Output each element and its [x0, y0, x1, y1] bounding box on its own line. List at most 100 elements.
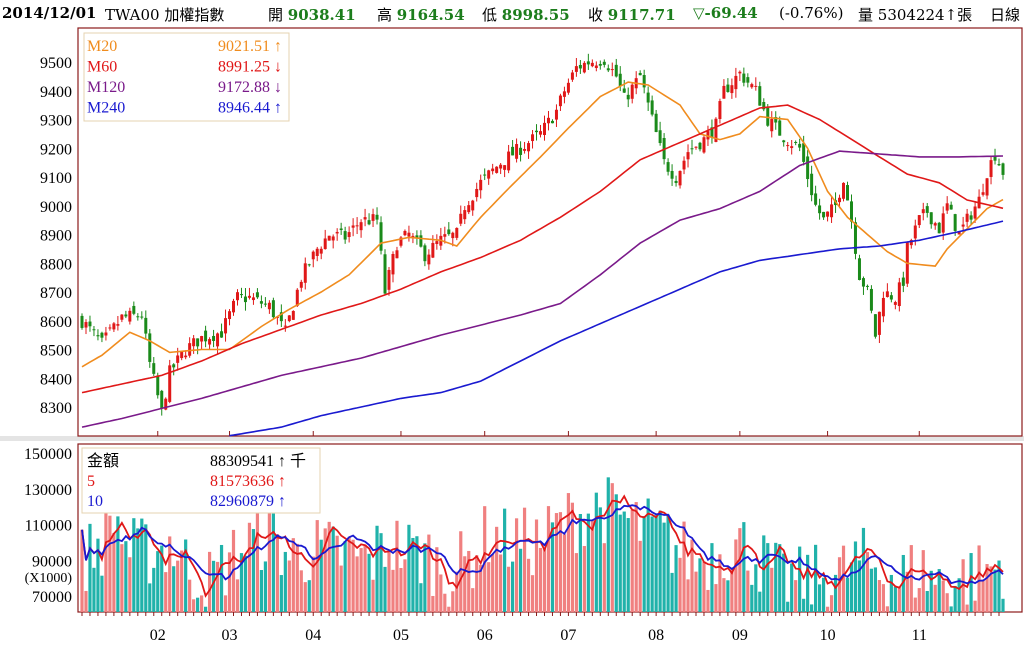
candle — [148, 329, 152, 368]
candle — [822, 211, 826, 220]
candle-body — [228, 311, 232, 320]
candle — [459, 205, 463, 227]
candle — [814, 185, 818, 207]
candle — [590, 59, 594, 68]
volume-bar — [582, 546, 586, 612]
candle-body — [491, 168, 495, 172]
candle-body — [961, 224, 965, 227]
volume-bar — [80, 529, 84, 612]
candle — [650, 95, 654, 117]
candle-body — [251, 297, 255, 301]
candle-body — [415, 235, 419, 239]
volume-bar — [746, 570, 750, 612]
candle-body — [670, 170, 674, 179]
candle — [511, 139, 515, 156]
volume-bar — [287, 560, 291, 612]
candle — [463, 206, 467, 225]
candle — [363, 208, 367, 227]
volume-bar — [443, 593, 447, 612]
candle-body — [387, 269, 391, 290]
volume-bar — [116, 516, 120, 612]
candle-body — [539, 131, 543, 135]
candle — [554, 104, 558, 127]
volume-bar — [837, 557, 842, 612]
candle-body — [714, 118, 718, 142]
candle-body — [626, 94, 630, 100]
candle — [610, 62, 614, 77]
volume-bar — [778, 544, 782, 612]
volume-bar — [829, 595, 834, 612]
volume-bar — [403, 559, 407, 612]
candle-body — [981, 192, 985, 195]
date-label: 2014/12/01 — [2, 4, 97, 22]
volume-bar — [168, 536, 172, 612]
candle-body — [562, 91, 566, 97]
volume-bar — [439, 574, 443, 612]
volume-bar — [463, 556, 467, 612]
price-y-tick: 8300 — [40, 400, 72, 417]
volume-bar — [271, 513, 275, 612]
volume-bar — [120, 544, 124, 612]
candle — [997, 158, 1001, 167]
volume-bar — [128, 557, 132, 612]
candle-body — [929, 212, 933, 225]
ma-line-m20 — [81, 81, 1004, 368]
volume-bar — [841, 545, 846, 612]
candle — [491, 163, 495, 175]
volume-bar — [156, 551, 160, 612]
candle — [204, 325, 208, 348]
candle-body — [794, 142, 798, 144]
candle — [574, 58, 578, 77]
candle — [120, 314, 124, 323]
volume-bar — [626, 518, 630, 612]
volume-bar — [172, 566, 176, 612]
volume-bar — [200, 595, 204, 612]
volume-bar — [678, 557, 682, 612]
price-y-tick: 9100 — [40, 170, 72, 187]
volume-bar — [399, 567, 403, 612]
volume-bar — [730, 568, 734, 612]
volume-bar — [227, 552, 232, 612]
candle-body — [204, 330, 208, 342]
candle — [295, 288, 299, 307]
candle — [160, 389, 164, 416]
candle-body — [566, 82, 570, 93]
volume-bar — [530, 575, 535, 612]
volume-ma5-line — [81, 494, 1004, 598]
candle-body — [885, 291, 889, 298]
volume-bar — [104, 505, 108, 612]
open-price: 開 9038.41 — [268, 6, 356, 24]
period-selector[interactable]: 日線 — [990, 6, 1021, 24]
volume-legend-box — [81, 447, 321, 514]
candle — [750, 82, 754, 89]
candle-body — [108, 327, 112, 329]
candle-body — [869, 288, 873, 311]
volume-bar — [614, 494, 618, 612]
candle — [483, 168, 487, 181]
candle-body — [196, 338, 200, 347]
candle — [558, 93, 562, 112]
candle-body — [255, 292, 259, 298]
volume-bar — [554, 513, 559, 612]
volume-bar — [391, 569, 395, 612]
volume-bar — [219, 544, 224, 612]
volume-bar — [706, 589, 710, 612]
candle — [399, 235, 403, 248]
candle — [251, 293, 255, 305]
candle — [96, 329, 100, 341]
candle — [515, 138, 519, 163]
candle-body — [953, 214, 957, 231]
candle — [435, 234, 439, 250]
volume-bar — [319, 539, 323, 612]
candle-body — [838, 197, 842, 203]
candle — [969, 211, 973, 225]
candle-body — [678, 171, 682, 186]
candle-body — [849, 201, 853, 222]
volume-bar — [367, 553, 371, 612]
volume-bar — [989, 566, 993, 612]
candle — [180, 351, 184, 361]
candle — [92, 326, 96, 337]
candle-body — [814, 193, 818, 205]
close-price: 收 9117.71 — [588, 6, 676, 24]
candle-body — [427, 254, 431, 265]
